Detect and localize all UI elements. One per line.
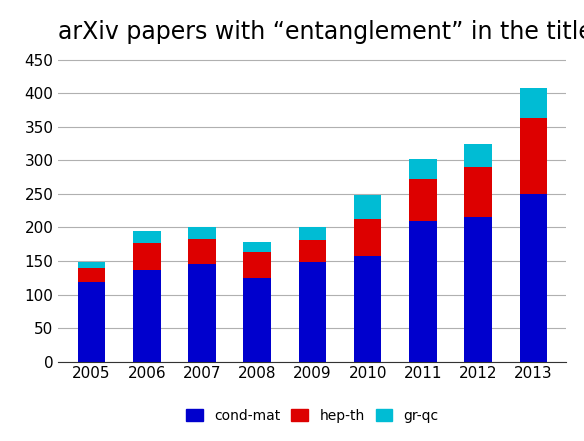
Bar xyxy=(298,227,326,240)
Bar xyxy=(78,282,105,362)
Bar xyxy=(133,231,161,243)
Bar xyxy=(354,256,381,362)
Legend: cond-mat, hep-th, gr-qc: cond-mat, hep-th, gr-qc xyxy=(186,409,439,422)
Bar xyxy=(244,252,271,278)
Bar xyxy=(188,228,216,239)
Bar xyxy=(78,268,105,282)
Bar xyxy=(188,264,216,362)
Bar xyxy=(354,219,381,256)
Bar xyxy=(244,278,271,362)
Bar xyxy=(244,242,271,252)
Bar xyxy=(133,270,161,362)
Bar xyxy=(354,195,381,219)
Bar xyxy=(78,262,105,268)
Bar xyxy=(409,220,437,362)
Bar xyxy=(298,262,326,362)
Bar xyxy=(520,118,547,194)
Bar xyxy=(133,243,161,270)
Bar xyxy=(188,239,216,264)
Bar xyxy=(409,159,437,179)
Bar xyxy=(464,217,492,362)
Bar xyxy=(409,179,437,220)
Bar xyxy=(464,143,492,167)
Bar xyxy=(520,88,547,118)
Bar xyxy=(464,167,492,217)
Bar xyxy=(298,240,326,262)
Bar xyxy=(520,194,547,362)
Text: arXiv papers with “entanglement” in the title: arXiv papers with “entanglement” in the … xyxy=(58,20,584,44)
